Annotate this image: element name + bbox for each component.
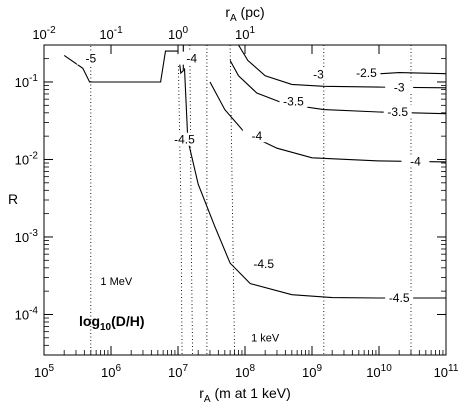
contour-label-bg [170, 132, 199, 146]
axis-ticks: 105 106 107 108 109 1010 1011 10-4 10-3 10-2 10-1 1… [15, 25, 459, 380]
contour-label-bg [242, 129, 271, 143]
contour-label: -3 [394, 80, 405, 94]
dotted-lines [90, 44, 412, 356]
contour-label: -4 [410, 155, 421, 169]
contour-labels: -2.5 -3 -3 -3.5 -3.5 -4 -4 -4.5 -4.5 -4.5 -5 -4 [76, 51, 430, 305]
contour-label: -3.5 [387, 105, 408, 119]
contour-label-bg [304, 67, 333, 81]
y-tick-label: 10-4 [15, 305, 39, 322]
y-tick-label: 10-3 [15, 228, 39, 245]
contour-label: -3.5 [283, 94, 304, 108]
annotation-label: 1 MeV [100, 276, 132, 288]
contour-label-bg [279, 94, 308, 108]
x-tick-label: 109 [302, 363, 322, 380]
top-tick-label: 10-1 [99, 25, 123, 42]
dotted-line [189, 44, 194, 356]
contour-label-bg [177, 51, 206, 65]
contour-label-bg [401, 154, 430, 168]
top-tick-label: 10-2 [32, 25, 56, 42]
y-tick-label: 10-2 [15, 150, 39, 167]
x-axis-title-top: rA (pc) [225, 4, 264, 24]
contour-label: -4.5 [389, 291, 410, 305]
contour-line [238, 44, 447, 89]
x-tick-label: 108 [235, 363, 255, 380]
contour-line [209, 81, 447, 163]
contour-label: -4 [251, 129, 262, 143]
contour-label: -5 [85, 52, 96, 66]
dotted-line [177, 44, 183, 356]
top-tick-label: 101 [235, 25, 255, 42]
contour-label: -4.5 [253, 257, 274, 271]
x-tick-label: 106 [101, 363, 121, 380]
annotations: 1 MeV 1 keV [100, 276, 279, 344]
contour-label-bg [249, 256, 278, 270]
contour-label-bg [385, 291, 414, 305]
y-tick-label: 10-1 [15, 73, 39, 90]
contour-label: -4.5 [174, 133, 195, 147]
contour-label: -4 [186, 52, 197, 66]
contour-label-bg [76, 51, 105, 65]
contour-line [63, 45, 184, 83]
dotted-line [229, 44, 236, 356]
x-tick-label: 1011 [434, 363, 459, 380]
top-tick-label: 100 [168, 25, 188, 42]
contour-label-bg [383, 104, 412, 118]
contour-label: -3 [313, 68, 324, 82]
x-tick-label: 107 [168, 363, 188, 380]
x-tick-label: 1010 [366, 363, 392, 380]
annotation-label: 1 keV [251, 332, 280, 344]
y-axis-title: R [8, 191, 18, 207]
x-axis-title-bottom: rA (m at 1 keV) [199, 385, 290, 405]
contour-line [183, 68, 446, 299]
x-tick-label: 105 [34, 363, 54, 380]
contour-label-bg [352, 66, 381, 80]
contour-label: -2.5 [356, 66, 377, 80]
contour-label-bg [385, 80, 414, 94]
quantity-label: log10(D/H) [79, 313, 145, 333]
